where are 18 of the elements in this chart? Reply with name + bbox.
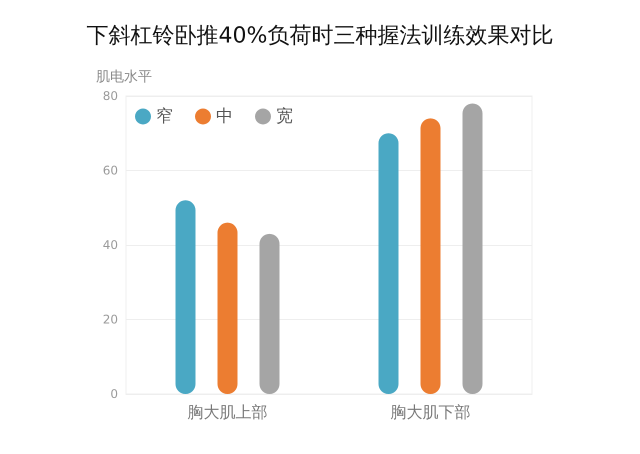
bar	[218, 222, 238, 394]
bar	[176, 200, 196, 394]
bar	[378, 133, 398, 394]
y-tick-label: 60	[102, 164, 118, 178]
y-tick-label: 40	[102, 238, 118, 252]
bar	[260, 234, 280, 394]
legend-label: 中	[216, 106, 233, 126]
chart-title: 下斜杠铃卧推40%负荷时三种握法训练效果对比	[86, 24, 554, 48]
y-tick-label: 0	[110, 387, 118, 401]
y-axis-title: 肌电水平	[96, 69, 152, 85]
x-tick-label: 胸大肌下部	[390, 402, 470, 422]
y-tick-label: 20	[102, 312, 118, 326]
y-tick-label: 80	[102, 89, 118, 103]
legend-label: 宽	[276, 106, 293, 126]
bar	[420, 118, 440, 394]
bar	[462, 103, 482, 394]
legend-label: 窄	[156, 106, 173, 126]
x-tick-label: 胸大肌上部	[188, 402, 268, 422]
